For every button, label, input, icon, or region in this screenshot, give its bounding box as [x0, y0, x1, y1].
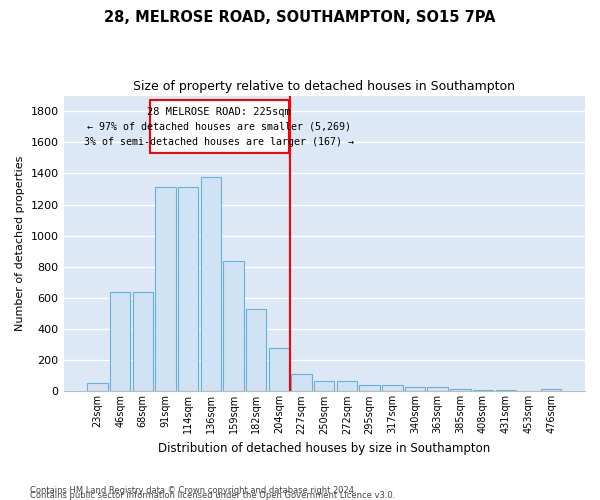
Bar: [496, 390, 516, 392]
Text: ← 97% of detached houses are smaller (5,269): ← 97% of detached houses are smaller (5,…: [88, 122, 352, 132]
Bar: [427, 388, 448, 392]
Bar: [359, 385, 380, 392]
Bar: [518, 390, 539, 392]
Bar: [149, 100, 289, 153]
Text: Contains HM Land Registry data © Crown copyright and database right 2024.: Contains HM Land Registry data © Crown c…: [30, 486, 356, 495]
Bar: [314, 382, 334, 392]
Bar: [110, 292, 130, 392]
Bar: [292, 374, 312, 392]
Bar: [473, 390, 493, 392]
Bar: [178, 188, 199, 392]
Text: 3% of semi-detached houses are larger (167) →: 3% of semi-detached houses are larger (1…: [85, 136, 355, 146]
Bar: [200, 176, 221, 392]
Bar: [155, 188, 176, 392]
Title: Size of property relative to detached houses in Southampton: Size of property relative to detached ho…: [133, 80, 515, 93]
Bar: [269, 348, 289, 392]
Text: Contains public sector information licensed under the Open Government Licence v3: Contains public sector information licen…: [30, 491, 395, 500]
Bar: [223, 260, 244, 392]
Bar: [246, 309, 266, 392]
Text: 28, MELROSE ROAD, SOUTHAMPTON, SO15 7PA: 28, MELROSE ROAD, SOUTHAMPTON, SO15 7PA: [104, 10, 496, 25]
Bar: [541, 389, 561, 392]
Bar: [405, 388, 425, 392]
Bar: [87, 383, 107, 392]
Y-axis label: Number of detached properties: Number of detached properties: [15, 156, 25, 331]
Bar: [133, 292, 153, 392]
X-axis label: Distribution of detached houses by size in Southampton: Distribution of detached houses by size …: [158, 442, 490, 455]
Text: 28 MELROSE ROAD: 225sqm: 28 MELROSE ROAD: 225sqm: [148, 107, 291, 117]
Bar: [337, 382, 357, 392]
Bar: [450, 389, 470, 392]
Bar: [382, 385, 403, 392]
